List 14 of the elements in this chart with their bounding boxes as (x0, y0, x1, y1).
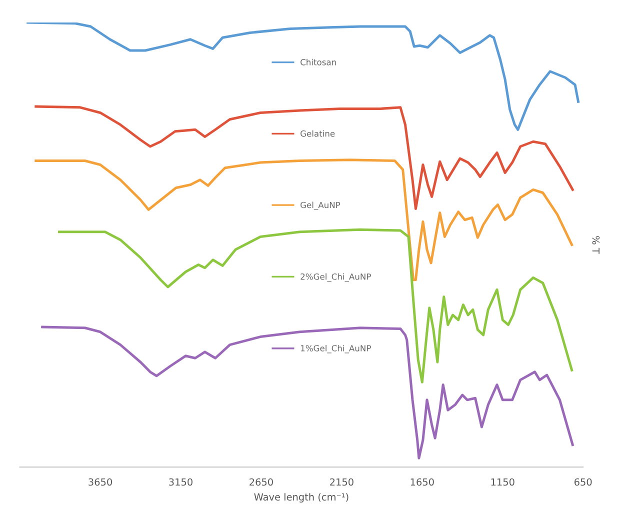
legend-label: 2%Gel_Chi_AuNP (300, 273, 371, 282)
legend-label: Gel_AuNP (300, 202, 340, 210)
x-tick-label: 2150 (330, 478, 354, 486)
x-axis-title: Wave length (cm⁻¹) (254, 493, 348, 503)
y-axis-title: % T (592, 236, 600, 254)
x-tick-label: 1650 (410, 478, 434, 486)
x-tick-label: 3150 (169, 478, 192, 486)
x-tick-label: 3650 (88, 478, 112, 486)
x-tick-label: 650 (574, 478, 592, 486)
x-tick-label: 1150 (491, 478, 514, 486)
legend-label: Chitosan (300, 58, 336, 66)
legend-label: 1%Gel_Chi_AuNP (300, 344, 371, 354)
legend-label: Gelatine (300, 130, 335, 137)
x-tick-label: 2650 (250, 478, 273, 486)
